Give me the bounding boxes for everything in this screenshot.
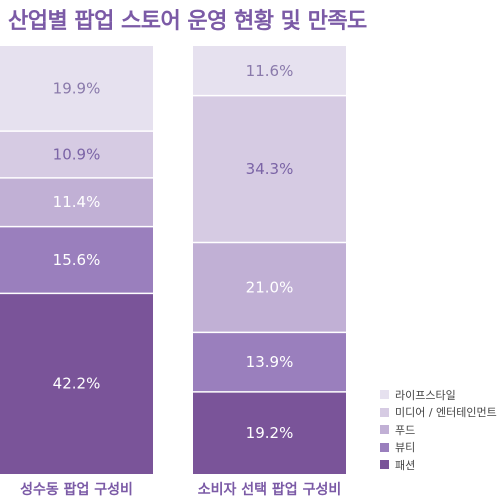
legend-item: 라이프스타일 [380,386,497,404]
legend-label: 패션 [395,458,416,472]
legend-swatch [380,390,389,400]
bar-segment [0,293,153,474]
data-label: 13.9% [246,353,294,371]
bar-segment [193,46,346,96]
data-label: 42.2% [53,375,101,393]
legend-label: 푸드 [395,423,416,437]
legend-label: 뷰티 [395,441,416,455]
data-label: 21.0% [246,278,294,296]
data-label: 19.2% [246,424,294,442]
bar-segment [193,95,346,243]
category-label: 소비자 선택 팝업 구성비 [198,481,341,498]
legend-swatch [380,442,389,452]
bar-segment [0,46,153,132]
legend-item: 푸드 [380,421,497,439]
legend-item: 뷰티 [380,439,497,457]
chart-title: 산업별 팝업 스토어 운영 현황 및 만족도 [8,9,367,34]
legend-label: 미디어 / 엔터테인먼트 [395,406,497,420]
bar-segment [0,131,153,178]
data-label: 19.9% [53,80,101,98]
legend-swatch [380,407,389,417]
data-label: 34.3% [246,160,294,178]
bar-segment [0,177,153,227]
bar-segment [193,332,346,392]
category-label: 성수동 팝업 구성비 [20,481,133,498]
legend-swatch [380,460,389,470]
data-label: 11.4% [53,193,101,211]
bar-segment [193,391,346,474]
data-label: 15.6% [53,251,101,269]
legend-label: 라이프스타일 [395,388,456,402]
data-label: 11.6% [246,62,294,80]
data-label: 10.9% [53,145,101,163]
legend-item: 패션 [380,456,497,474]
bar-segment [193,242,346,333]
legend-item: 미디어 / 엔터테인먼트 [380,404,497,422]
bar-segment [0,226,153,294]
legend-swatch [380,425,389,435]
